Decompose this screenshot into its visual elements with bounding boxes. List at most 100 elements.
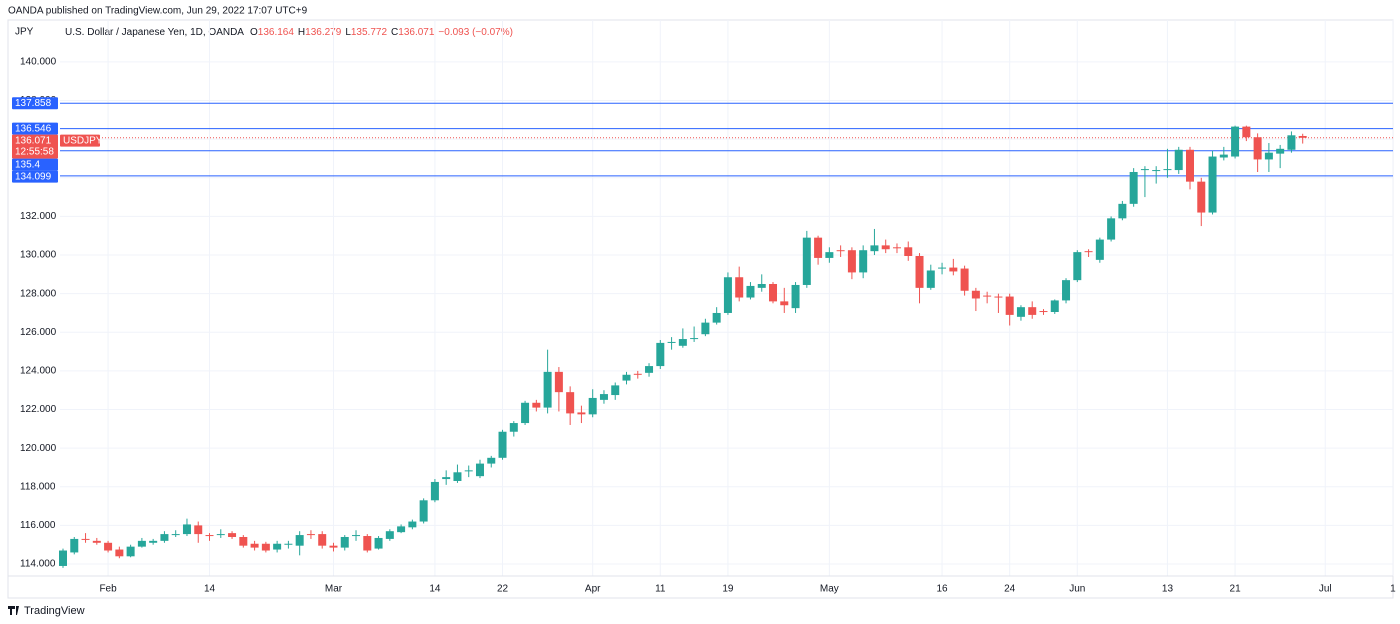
candle-body xyxy=(881,245,890,250)
candle-body xyxy=(216,534,225,536)
candle-body xyxy=(475,463,484,477)
candle-body xyxy=(1242,126,1251,138)
x-tick-label: 24 xyxy=(1004,584,1016,595)
x-tick-label: Apr xyxy=(585,584,601,595)
price-tag xyxy=(12,122,58,135)
candle-body xyxy=(994,296,1003,298)
x-tick-label: 21 xyxy=(1230,584,1242,595)
candle-body xyxy=(847,250,856,273)
candle-body xyxy=(723,277,732,313)
candle-body xyxy=(938,267,947,269)
price-tag-label: 136.071 xyxy=(15,135,52,146)
candle-body xyxy=(81,538,90,540)
ohlc-key: C xyxy=(391,27,398,38)
candle-body xyxy=(802,237,811,285)
candle-body xyxy=(554,371,563,393)
ohlc-value: 135.772 xyxy=(351,27,388,38)
candle-body xyxy=(261,543,270,551)
candle-body xyxy=(182,524,191,535)
symbol-header: U.S. Dollar / Japanese Yen, 1D, OANDA O13… xyxy=(65,27,513,38)
x-tick-label: 1 xyxy=(1390,584,1396,595)
chart-frame xyxy=(7,19,1394,599)
countdown: 12:55:58 xyxy=(15,146,54,157)
candle-body xyxy=(690,338,699,340)
candle-body xyxy=(239,536,248,546)
ohlc-key: H xyxy=(298,27,305,38)
candle-body xyxy=(1186,149,1194,182)
candle-body xyxy=(453,472,462,481)
candle-body xyxy=(340,536,349,548)
candle-body xyxy=(1174,149,1183,171)
x-tick-label: 14 xyxy=(429,584,441,595)
candle-body xyxy=(1028,307,1037,315)
candle-body xyxy=(543,371,552,408)
candle-body xyxy=(1118,203,1127,219)
y-tick-label: 128.000 xyxy=(20,288,57,299)
candle-body xyxy=(92,540,101,543)
candle-body xyxy=(1253,137,1262,160)
candle-body xyxy=(769,283,778,302)
candle-body xyxy=(870,245,879,252)
y-tick-label: 118.000 xyxy=(20,481,56,492)
candle-body xyxy=(757,283,766,288)
candle-body xyxy=(149,540,158,543)
candle-body xyxy=(915,255,924,288)
candle-body xyxy=(622,374,631,381)
y-tick-label: 140.000 xyxy=(20,57,57,68)
price-tag-label: 136.546 xyxy=(15,123,52,134)
candle-body xyxy=(430,481,439,501)
candle-body xyxy=(521,402,530,424)
candle-body xyxy=(137,540,146,547)
candle-body xyxy=(904,247,913,256)
candle-body xyxy=(228,533,237,537)
candle-body xyxy=(194,525,203,535)
candle-body xyxy=(577,412,586,415)
candle-body xyxy=(599,394,608,400)
candle-body xyxy=(814,237,823,258)
candle-body xyxy=(464,470,473,472)
y-tick-label: 114.000 xyxy=(20,559,56,570)
candle-body xyxy=(633,373,642,375)
candle-body xyxy=(1264,152,1273,160)
candle-body xyxy=(1298,135,1307,138)
y-tick-label: 120.000 xyxy=(20,443,57,454)
candle-body xyxy=(532,402,541,408)
candle-body xyxy=(160,534,169,541)
x-tick-label: Jul xyxy=(1319,584,1332,595)
candle-body xyxy=(115,549,124,557)
candle-body xyxy=(273,543,282,550)
price-tag-label: 135.4 xyxy=(15,159,40,170)
candle-body xyxy=(1107,218,1116,240)
candle-body xyxy=(656,342,665,367)
candle-body xyxy=(859,250,868,273)
candle-body xyxy=(104,542,113,551)
candle-body xyxy=(712,312,721,323)
candle-body xyxy=(1016,307,1025,317)
candle-body xyxy=(1219,154,1228,158)
price-tag-label: 137.858 xyxy=(15,98,52,109)
candle-body xyxy=(566,392,575,414)
x-tick-label: Feb xyxy=(99,584,117,595)
candle-body xyxy=(385,531,394,539)
candle-body xyxy=(645,366,654,373)
candle-body xyxy=(1084,251,1093,253)
candle-body xyxy=(1129,171,1138,204)
candle-body xyxy=(746,285,755,298)
candle-body xyxy=(250,543,259,548)
y-tick-label: 132.000 xyxy=(20,211,57,222)
y-tick-label: 122.000 xyxy=(20,404,57,415)
candle-body xyxy=(1163,169,1172,171)
candle-body xyxy=(983,295,992,297)
candle-body xyxy=(442,477,451,480)
candle-body xyxy=(1095,239,1104,260)
candle-body xyxy=(306,534,315,536)
x-tick-label: 14 xyxy=(204,584,216,595)
ohlc-value: 136.279 xyxy=(305,27,342,38)
branding: TradingView xyxy=(24,605,85,617)
candle-body xyxy=(892,247,901,249)
y-tick-label: 116.000 xyxy=(20,520,56,531)
candle-body xyxy=(329,545,338,548)
candle-body xyxy=(205,535,214,537)
candle-body xyxy=(487,457,496,464)
candle-body xyxy=(70,538,79,553)
